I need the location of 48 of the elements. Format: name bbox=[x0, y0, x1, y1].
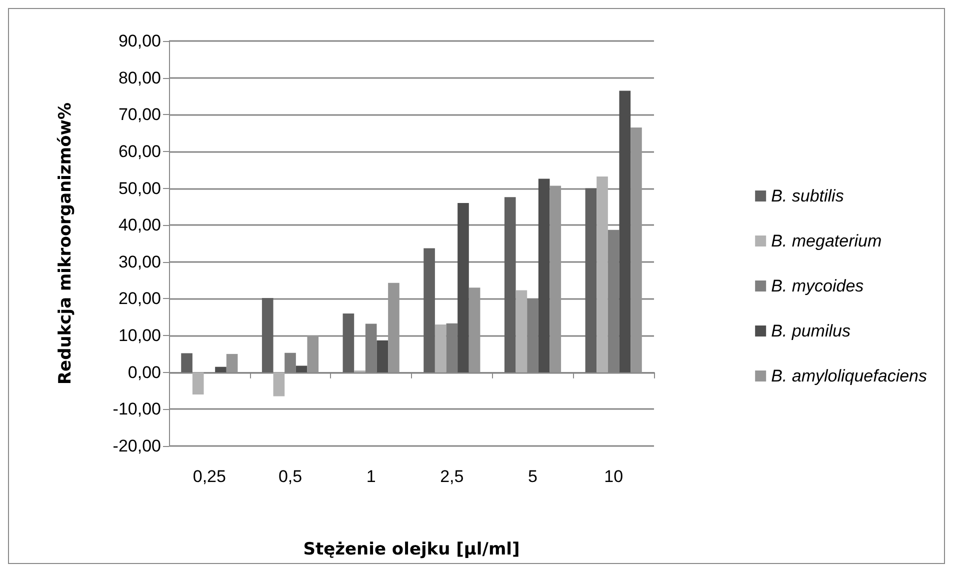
x-tick-label: 10 bbox=[604, 467, 624, 486]
bar bbox=[585, 188, 597, 372]
legend-label: B. mycoides bbox=[771, 276, 864, 296]
bar bbox=[468, 288, 480, 372]
bar bbox=[192, 372, 204, 394]
bar bbox=[458, 203, 469, 372]
y-tick-label: 40,00 bbox=[118, 216, 161, 235]
y-tick-label: 70,00 bbox=[118, 105, 161, 124]
bar bbox=[215, 366, 226, 372]
bar bbox=[262, 298, 274, 372]
bar bbox=[388, 282, 400, 372]
y-tick-label: 50,00 bbox=[118, 178, 161, 198]
y-tick-label: 20,00 bbox=[118, 289, 161, 308]
y-axis-title: Redukcja mikroorganizmów% bbox=[56, 102, 76, 385]
x-axis-title: Stężenie olejku [µl/ml] bbox=[303, 540, 520, 560]
bar bbox=[434, 324, 446, 372]
legend-label: B. amyloliquefaciens bbox=[771, 366, 928, 386]
bar bbox=[630, 128, 642, 372]
bar bbox=[596, 176, 608, 372]
x-tick-label: 2,5 bbox=[440, 467, 464, 486]
bar bbox=[296, 366, 308, 372]
bar bbox=[181, 353, 192, 372]
x-tick-label: 1 bbox=[366, 467, 376, 486]
bar bbox=[619, 90, 631, 372]
bar bbox=[376, 340, 388, 372]
x-tick-label: 0,25 bbox=[192, 467, 226, 486]
legend-label: B. pumilus bbox=[771, 322, 851, 340]
bar bbox=[550, 186, 562, 372]
bar bbox=[307, 336, 319, 372]
bar bbox=[504, 197, 516, 372]
y-tick-label: 60,00 bbox=[118, 142, 161, 161]
y-tick-label: 90,00 bbox=[118, 32, 161, 50]
x-tick-label: 0,5 bbox=[278, 467, 302, 486]
y-tick-label: -20,00 bbox=[112, 436, 161, 456]
y-tick-label: 10,00 bbox=[118, 326, 161, 346]
bar bbox=[342, 313, 354, 372]
y-tick-label: 0,00 bbox=[128, 362, 161, 382]
legend-label: B. megaterium bbox=[771, 232, 882, 250]
bar bbox=[226, 354, 238, 372]
y-tick-label: 80,00 bbox=[118, 68, 161, 88]
bar bbox=[538, 178, 550, 372]
x-tick-label: 5 bbox=[528, 467, 538, 486]
legend-label: B. subtilis bbox=[771, 186, 844, 206]
bar bbox=[516, 290, 528, 372]
y-tick-label: 30,00 bbox=[118, 252, 161, 272]
bar bbox=[273, 372, 285, 396]
y-tick-label: -10,00 bbox=[112, 400, 161, 419]
bar bbox=[424, 248, 435, 372]
